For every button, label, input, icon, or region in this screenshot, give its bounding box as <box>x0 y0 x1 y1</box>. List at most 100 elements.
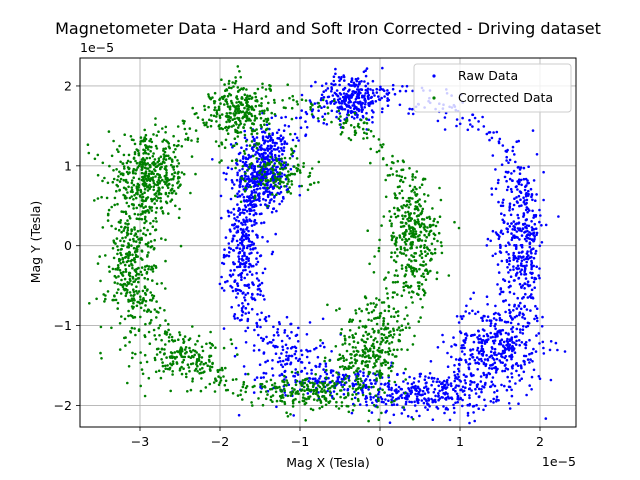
data-point <box>129 294 133 297</box>
data-point <box>100 357 103 360</box>
data-point <box>518 172 522 175</box>
data-point <box>537 332 541 335</box>
data-point <box>413 212 416 215</box>
data-point <box>495 400 498 403</box>
data-point <box>408 107 412 111</box>
data-point <box>275 131 279 134</box>
data-point <box>238 119 242 123</box>
data-point <box>542 346 545 350</box>
data-point <box>454 377 457 380</box>
data-point <box>535 334 538 337</box>
data-point <box>364 92 367 95</box>
data-point <box>253 114 257 118</box>
data-point <box>237 219 241 223</box>
data-point <box>496 283 499 286</box>
data-point <box>160 347 164 351</box>
data-point <box>316 381 320 384</box>
data-point <box>272 171 275 175</box>
data-point <box>382 333 386 337</box>
data-point <box>520 204 523 207</box>
data-point <box>304 120 307 123</box>
data-point <box>554 341 558 345</box>
data-point <box>241 193 244 196</box>
data-point <box>420 222 424 225</box>
data-point <box>402 380 405 383</box>
data-point <box>445 406 448 410</box>
data-point <box>144 233 148 237</box>
data-point <box>531 360 534 363</box>
data-point <box>375 297 378 300</box>
data-point <box>353 390 356 394</box>
data-point <box>531 296 534 299</box>
data-point <box>233 217 236 220</box>
data-point <box>436 377 440 381</box>
data-point <box>230 159 234 163</box>
data-point <box>333 91 337 95</box>
data-point <box>382 324 385 327</box>
data-point <box>495 232 499 236</box>
data-point <box>252 247 255 250</box>
data-point <box>139 298 142 301</box>
data-point <box>511 330 514 334</box>
data-point <box>182 122 186 125</box>
data-point <box>349 124 353 127</box>
data-point <box>175 361 179 364</box>
data-point <box>208 341 212 345</box>
data-point <box>232 248 235 252</box>
data-point <box>385 409 388 413</box>
data-point <box>288 173 292 177</box>
data-point <box>229 230 232 233</box>
data-point <box>538 244 542 248</box>
data-point <box>443 128 447 131</box>
data-point <box>253 191 256 194</box>
data-point <box>508 290 512 294</box>
data-point <box>513 351 517 355</box>
data-point <box>253 328 256 332</box>
data-point <box>254 212 258 216</box>
data-point <box>384 398 387 401</box>
data-point <box>140 266 144 269</box>
data-point <box>243 152 247 155</box>
data-point <box>296 340 300 343</box>
data-point <box>526 321 530 325</box>
data-point <box>438 380 441 384</box>
data-point <box>414 259 418 263</box>
data-point <box>285 315 289 319</box>
data-point <box>339 77 343 81</box>
data-point <box>403 248 407 252</box>
data-point <box>305 126 309 129</box>
data-point <box>522 264 526 268</box>
data-point <box>380 96 384 100</box>
data-point <box>366 229 370 232</box>
data-point <box>541 340 545 344</box>
data-point <box>513 228 517 231</box>
data-point <box>304 419 308 422</box>
data-point <box>347 379 351 382</box>
data-point <box>141 192 144 196</box>
data-point <box>386 385 390 388</box>
data-point <box>371 350 375 354</box>
data-point <box>297 326 300 330</box>
data-point <box>503 369 507 373</box>
data-point <box>459 388 462 392</box>
data-point <box>395 237 398 241</box>
data-point <box>469 383 472 386</box>
data-point <box>406 392 409 396</box>
data-point <box>534 304 537 308</box>
data-point <box>376 405 379 409</box>
data-point <box>380 336 384 340</box>
data-point <box>261 271 265 275</box>
data-point <box>194 129 198 132</box>
data-point <box>124 187 127 190</box>
data-point <box>236 215 239 219</box>
data-point <box>326 303 329 307</box>
data-point <box>322 121 326 125</box>
data-point <box>528 234 531 237</box>
data-point <box>166 184 169 187</box>
data-point <box>500 163 504 166</box>
data-point <box>537 375 541 378</box>
data-point <box>219 379 223 382</box>
data-point <box>171 362 175 366</box>
data-point <box>390 161 394 164</box>
data-point <box>332 79 336 83</box>
